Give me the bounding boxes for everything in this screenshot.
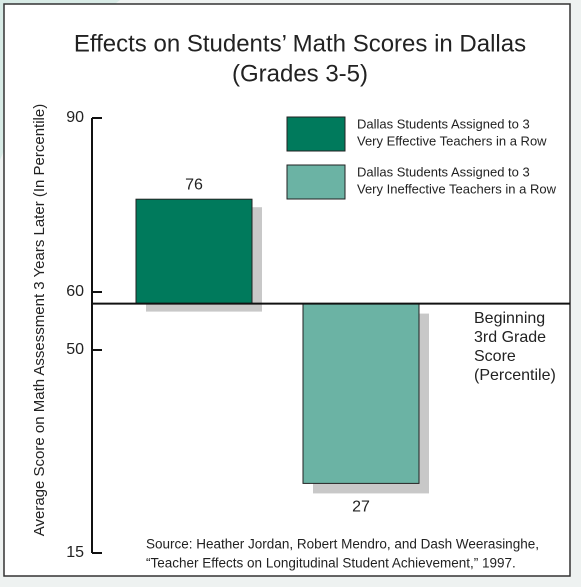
source: “Teacher Effects on Longitudinal Student… (146, 556, 516, 571)
legend-swatch (286, 164, 346, 200)
legend-label: Very Effective Teachers in a Row (357, 133, 547, 148)
baseline-label: 3rd Grade (474, 329, 546, 346)
baseline-label: (Percentile) (474, 367, 556, 384)
chart-title: Effects on Students’ Math Scores in Dall… (74, 30, 526, 57)
y-axis-label: Average Score on Math Assessment 3 Years… (31, 104, 48, 536)
bar (135, 198, 253, 305)
card (3, 3, 571, 577)
baseline-label: Score (474, 348, 516, 365)
chart-subtitle: (Grades 3-5) (232, 60, 368, 87)
bar (302, 303, 420, 484)
value-label: 76 (185, 176, 203, 193)
y-tick-label: 90 (66, 109, 84, 126)
baseline-label: Beginning (474, 310, 545, 327)
legend-swatch (286, 116, 346, 152)
source: Source: Heather Jordan, Robert Mendro, a… (146, 537, 539, 552)
legend-label: Very Ineffective Teachers in a Row (357, 181, 557, 196)
legend-label: Dallas Students Assigned to 3 (357, 116, 530, 131)
value-label: 27 (352, 499, 370, 516)
y-tick-label: 60 (66, 283, 84, 300)
y-tick-label: 15 (66, 544, 84, 561)
legend-label: Dallas Students Assigned to 3 (357, 164, 530, 179)
y-tick-label: 50 (66, 341, 84, 358)
